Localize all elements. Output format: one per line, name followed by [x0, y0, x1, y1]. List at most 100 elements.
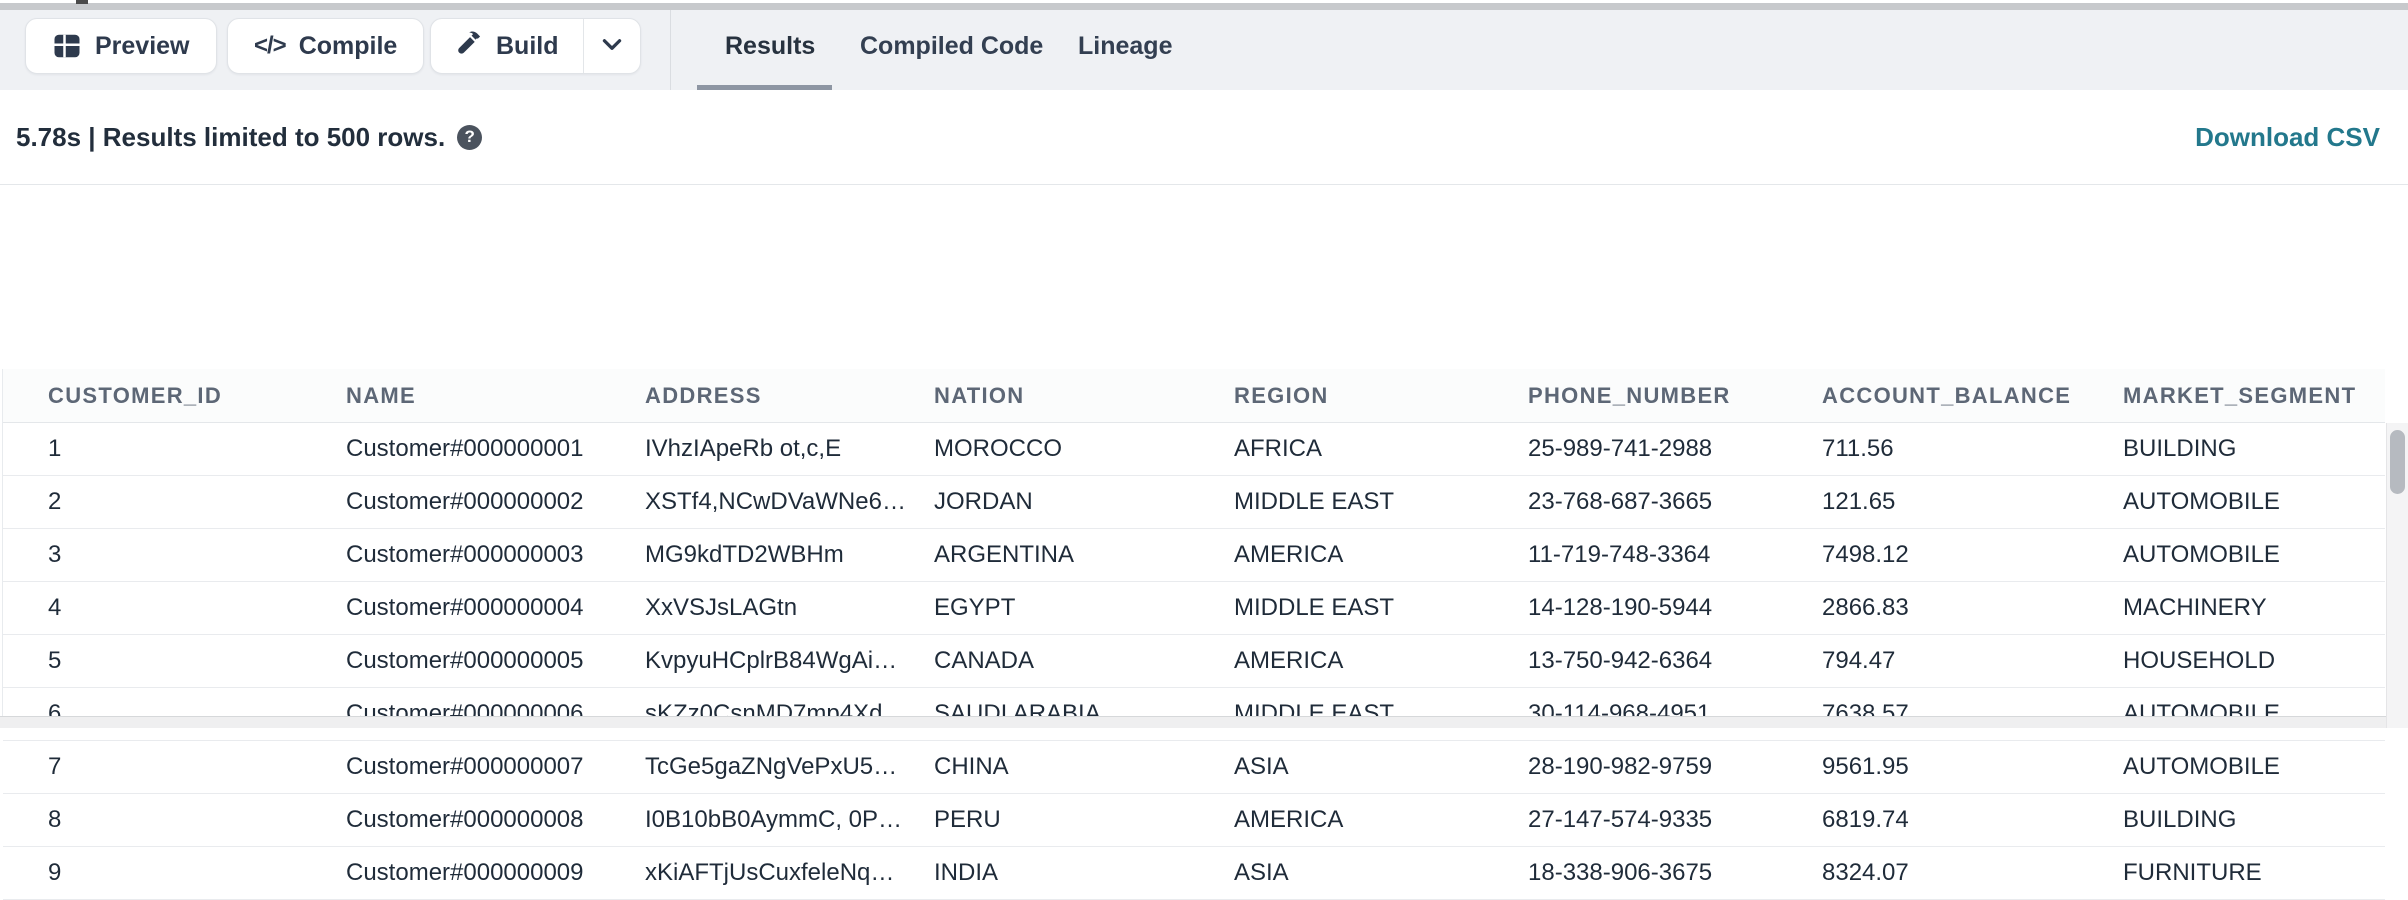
- column-header: MARKET_SEGMENT: [2123, 382, 2357, 408]
- table-cell: BUILDING: [2123, 435, 2237, 462]
- table-cell: ASIA: [1234, 753, 1289, 780]
- table-header: CUSTOMER_ID NAME ADDRESS NATION REGION PHONE_…: [3, 369, 2385, 423]
- table-cell: HOUSEHOLD: [2123, 647, 2276, 674]
- table-cell: MOROCCO: [934, 435, 1062, 462]
- table-cell: 5: [48, 647, 62, 674]
- table-cell: Customer#000000008: [346, 806, 584, 833]
- code-icon: </>: [254, 32, 287, 59]
- table-cell: AUTOMOBILE: [2123, 541, 2280, 568]
- results-table: CUSTOMER_ID NAME ADDRESS NATION REGION PHONE_…: [0, 184, 2408, 900]
- active-tab-underline: [697, 85, 832, 90]
- table-cell: 9: [48, 859, 62, 886]
- preview-button-label: Preview: [95, 31, 190, 60]
- table-cell: CANADA: [934, 647, 1035, 674]
- hammer-icon: [455, 29, 483, 64]
- table-cell: 4: [48, 594, 62, 621]
- table-cell: 1: [48, 435, 62, 462]
- table-cell: 27-147-574-9335: [1528, 806, 1713, 833]
- table-cell: Customer#000000005: [346, 647, 584, 674]
- compile-button[interactable]: </> Compile: [227, 18, 425, 74]
- table-cell: 28-190-982-9759: [1528, 753, 1713, 780]
- table-row: 3 Customer#000000003 MG9kdTD2WBHm ARGENTINA…: [3, 529, 2385, 582]
- table-cell: Customer#000000009: [346, 859, 584, 886]
- table-cell: JORDAN: [934, 488, 1033, 515]
- results-toolbar: Preview </> Compile Build Results Comp: [0, 10, 2408, 90]
- table-cell: Customer#000000007: [346, 753, 584, 780]
- table-cell: 6819.74: [1822, 806, 1909, 833]
- table-cell: AMERICA: [1234, 541, 1344, 568]
- table-cell: 2: [48, 488, 62, 515]
- tab-compiled-code[interactable]: Compiled Code: [860, 32, 1044, 60]
- table-left-border: [2, 369, 3, 728]
- table-cell: 18-338-906-3675: [1528, 859, 1713, 886]
- preview-button[interactable]: Preview: [25, 18, 217, 74]
- table-cell: 794.47: [1822, 647, 1896, 674]
- table-cell: 23-768-687-3665: [1528, 488, 1713, 515]
- build-button-divider: [582, 19, 584, 73]
- table-cell: FURNITURE: [2123, 859, 2262, 886]
- table-cell: AUTOMOBILE: [2123, 488, 2280, 515]
- horizontal-scrollbar-track[interactable]: [0, 716, 2386, 728]
- table-cell: 9561.95: [1822, 753, 1909, 780]
- table-cell: 7498.12: [1822, 541, 1909, 568]
- table-cell: 2866.83: [1822, 594, 1909, 621]
- column-header: NAME: [346, 382, 416, 408]
- table-cell: KvpyuHCplrB84WgAi…: [645, 647, 898, 674]
- table-row: 8 Customer#000000008 I0B10bB0AymmC, 0P… PER…: [3, 794, 2385, 847]
- column-header: ACCOUNT_BALANCE: [1822, 382, 2072, 408]
- table-cell: MACHINERY: [2123, 594, 2267, 621]
- horizontal-scrollbar-remnant[interactable]: [0, 3, 2408, 10]
- table-cell: xKiAFTjUsCuxfeleNq…: [645, 859, 895, 886]
- table-cell: AUTOMOBILE: [2123, 753, 2280, 780]
- table-cell: MIDDLE EAST: [1234, 488, 1395, 515]
- table-row: 1 Customer#000000001 IVhzIApeRb ot,c,E MORO…: [3, 423, 2385, 476]
- table-cell: 8324.07: [1822, 859, 1909, 886]
- table-cell: CHINA: [934, 753, 1009, 780]
- tab-lineage[interactable]: Lineage: [1078, 32, 1173, 60]
- table-cell: TcGe5gaZNgVePxU5…: [645, 753, 898, 780]
- table-cell: AMERICA: [1234, 806, 1344, 833]
- help-icon[interactable]: ?: [457, 124, 483, 150]
- column-header: CUSTOMER_ID: [48, 382, 223, 408]
- table-row: 7 Customer#000000007 TcGe5gaZNgVePxU5… CHIN…: [3, 741, 2385, 794]
- query-status-text: 5.78s | Results limited to 500 rows.: [16, 121, 446, 152]
- build-button[interactable]: Build: [431, 19, 583, 73]
- table-row: 9 Customer#000000009 xKiAFTjUsCuxfeleNq… IN…: [3, 847, 2385, 900]
- table-row: 5 Customer#000000005 KvpyuHCplrB84WgAi… CAN…: [3, 635, 2385, 688]
- toolbar-tabs-divider: [670, 10, 671, 90]
- table-cell: Customer#000000001: [346, 435, 584, 462]
- chevron-down-icon: [599, 31, 625, 62]
- build-dropdown-button[interactable]: [584, 19, 640, 73]
- vertical-scrollbar-track[interactable]: [2386, 423, 2408, 728]
- download-csv-link[interactable]: Download CSV: [2195, 121, 2380, 152]
- table-cell: 25-989-741-2988: [1528, 435, 1713, 462]
- table-cell: IVhzIApeRb ot,c,E: [645, 435, 842, 462]
- table-cell: Customer#000000002: [346, 488, 584, 515]
- table-cell: 121.65: [1822, 488, 1896, 515]
- table-cell: BUILDING: [2123, 806, 2237, 833]
- table-row: 4 Customer#000000004 XxVSJsLAGtn EGYPT MIDDL…: [3, 582, 2385, 635]
- column-header: PHONE_NUMBER: [1528, 382, 1731, 408]
- table-cell: 14-128-190-5944: [1528, 594, 1713, 621]
- table-cell: 11-719-748-3364: [1528, 541, 1711, 568]
- table-cell: Customer#000000004: [346, 594, 584, 621]
- compile-button-label: Compile: [298, 31, 398, 60]
- vertical-scrollbar-thumb[interactable]: [2390, 430, 2405, 494]
- column-header: ADDRESS: [645, 382, 762, 408]
- table-grid-icon: [52, 31, 82, 61]
- table-cell: 3: [48, 541, 62, 568]
- top-scroll-remnant: [0, 0, 2408, 10]
- table-row: 6 Customer#000000006 sKZz0CsnMD7mp4Xd… SAUD…: [3, 688, 2385, 741]
- table-row: 2 Customer#000000002 XSTf4,NCwDVaWNe6… JORD…: [3, 476, 2385, 529]
- table-cell: AMERICA: [1234, 647, 1344, 674]
- table-cell: ASIA: [1234, 859, 1289, 886]
- table-cell: Customer#000000003: [346, 541, 584, 568]
- table-body: 1 Customer#000000001 IVhzIApeRb ot,c,E MORO…: [3, 423, 2385, 900]
- table-cell: ARGENTINA: [934, 541, 1075, 568]
- table-cell: AFRICA: [1234, 435, 1323, 462]
- table-cell: PERU: [934, 806, 1001, 833]
- column-header: NATION: [934, 382, 1025, 408]
- build-button-group: Build: [430, 18, 641, 74]
- table-cell: 7: [48, 753, 62, 780]
- tab-results[interactable]: Results: [725, 32, 816, 60]
